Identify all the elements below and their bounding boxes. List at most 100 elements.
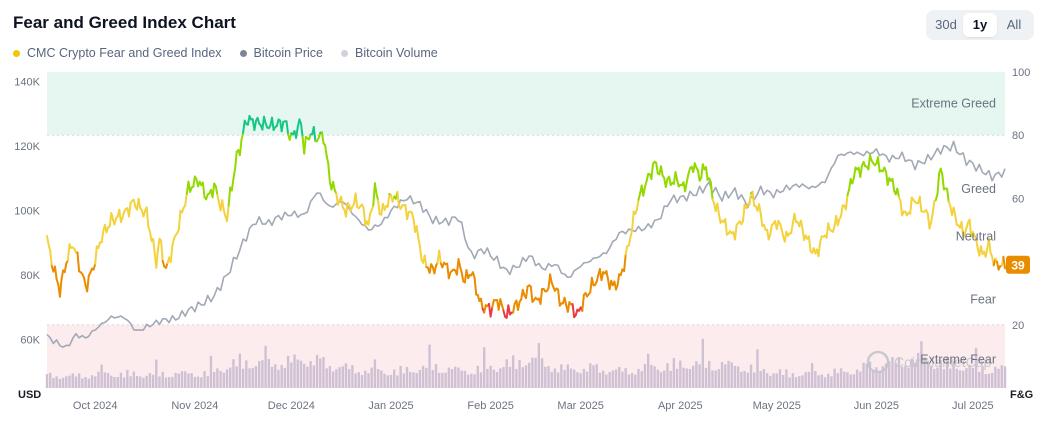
volume-bar (974, 347, 978, 388)
volume-bar (283, 367, 287, 388)
legend-item-bitcoin-price[interactable]: Bitcoin Price (239, 46, 323, 60)
volume-bar (328, 366, 332, 388)
fear-greed-segment (285, 120, 290, 136)
fear-greed-segment (447, 271, 452, 280)
x-axis-tick-label: May 2025 (753, 400, 801, 412)
fear-greed-segment (946, 187, 950, 203)
fear-greed-segment (417, 236, 421, 248)
volume-bar (553, 368, 557, 388)
watermark-text: CoinMarketCap (894, 354, 991, 370)
fear-greed-series (46, 114, 1006, 319)
x-axis-tick-label: Oct 2024 (73, 400, 118, 412)
volume-bar (492, 369, 496, 388)
fear-greed-segment (132, 198, 137, 208)
volume-bar (791, 373, 795, 388)
volume-bar (865, 363, 868, 388)
legend-item-bitcoin-volume[interactable]: Bitcoin Volume (341, 46, 438, 60)
volume-bar (981, 366, 984, 388)
fear-greed-segment (627, 235, 632, 247)
range-tab-30d[interactable]: 30d (935, 17, 957, 32)
volume-bar (293, 354, 296, 388)
volume-bar (161, 371, 164, 388)
volume-bar (274, 364, 277, 388)
volume-bar (708, 360, 711, 388)
fear-greed-segment (460, 271, 465, 283)
volume-bar (225, 369, 229, 388)
volume-bar (434, 363, 438, 388)
fear-greed-segment (748, 192, 752, 206)
legend-item-fear-greed[interactable]: CMC Crypto Fear and Greed Index (13, 46, 222, 60)
fear-greed-segment (930, 212, 934, 224)
volume-bar (505, 359, 508, 388)
volume-bar (431, 369, 434, 388)
volume-bar (466, 374, 470, 388)
volume-bar (190, 373, 193, 388)
fear-greed-segment (624, 245, 629, 256)
volume-bar (878, 371, 881, 388)
range-tab-all[interactable]: All (1006, 17, 1022, 32)
volume-bar (405, 366, 409, 388)
fear-greed-segment (697, 169, 701, 182)
volume-bar (254, 366, 258, 388)
volume-bar (222, 372, 226, 388)
volume-bar (196, 376, 200, 388)
bitcoin-price-line[interactable] (46, 140, 1006, 348)
volume-bar (380, 370, 383, 388)
fear-greed-segment (635, 198, 640, 211)
volume-bar (52, 377, 55, 388)
fear-greed-segment (362, 207, 367, 227)
volume-bar (839, 368, 843, 388)
current-value-badge-bg (1006, 255, 1030, 274)
volume-bar (669, 370, 672, 388)
volume-bar (891, 356, 894, 388)
fear-greed-segment (600, 271, 605, 282)
volume-bar (765, 373, 769, 388)
fear-greed-segment (160, 239, 164, 262)
range-tab-1y[interactable]: 1y (963, 13, 997, 37)
volume-bar (637, 368, 640, 388)
volume-bar (110, 375, 113, 388)
fear-greed-segment (984, 247, 989, 258)
fear-greed-segment (936, 172, 941, 195)
volume-bar (618, 366, 621, 388)
volume-bar (955, 368, 958, 388)
volume-bar (306, 366, 309, 388)
fear-greed-segment (859, 165, 863, 178)
volume-bar (55, 376, 58, 388)
volume-bar (425, 367, 428, 388)
volume-bar (965, 368, 968, 388)
fear-greed-segment (500, 303, 505, 312)
fear-greed-segment (473, 277, 478, 296)
fear-greed-segment (280, 120, 285, 133)
volume-bar (775, 373, 778, 388)
volume-bar (933, 368, 936, 388)
fear-greed-segment (563, 296, 568, 307)
volume-bar (836, 373, 840, 388)
volume-bar (868, 361, 872, 388)
fear-greed-segment (86, 274, 90, 293)
volume-bar (859, 371, 862, 388)
volume-bar (753, 372, 756, 388)
fear-greed-segment (674, 171, 679, 181)
volume-bar (261, 360, 264, 388)
fear-greed-segment (571, 303, 576, 319)
volume-bar (531, 357, 534, 388)
volume-bar (704, 367, 708, 388)
volume-bar (116, 377, 119, 388)
fear-greed-segment (891, 177, 896, 192)
volume-bar (592, 365, 595, 388)
volume-bar (990, 372, 994, 388)
volume-bar (392, 369, 396, 388)
fear-greed-segment (724, 218, 728, 236)
bitcoin-price-series (46, 140, 1006, 348)
fear-greed-segment (327, 162, 331, 184)
volume-bar (94, 376, 97, 388)
volume-bar (100, 364, 103, 388)
fear-greed-segment (155, 249, 159, 269)
fear-greed-segment (271, 116, 275, 131)
volume-bar (823, 377, 827, 388)
volume-bar (537, 343, 541, 388)
fear-greed-segment (793, 212, 797, 223)
volume-bar (601, 370, 605, 388)
